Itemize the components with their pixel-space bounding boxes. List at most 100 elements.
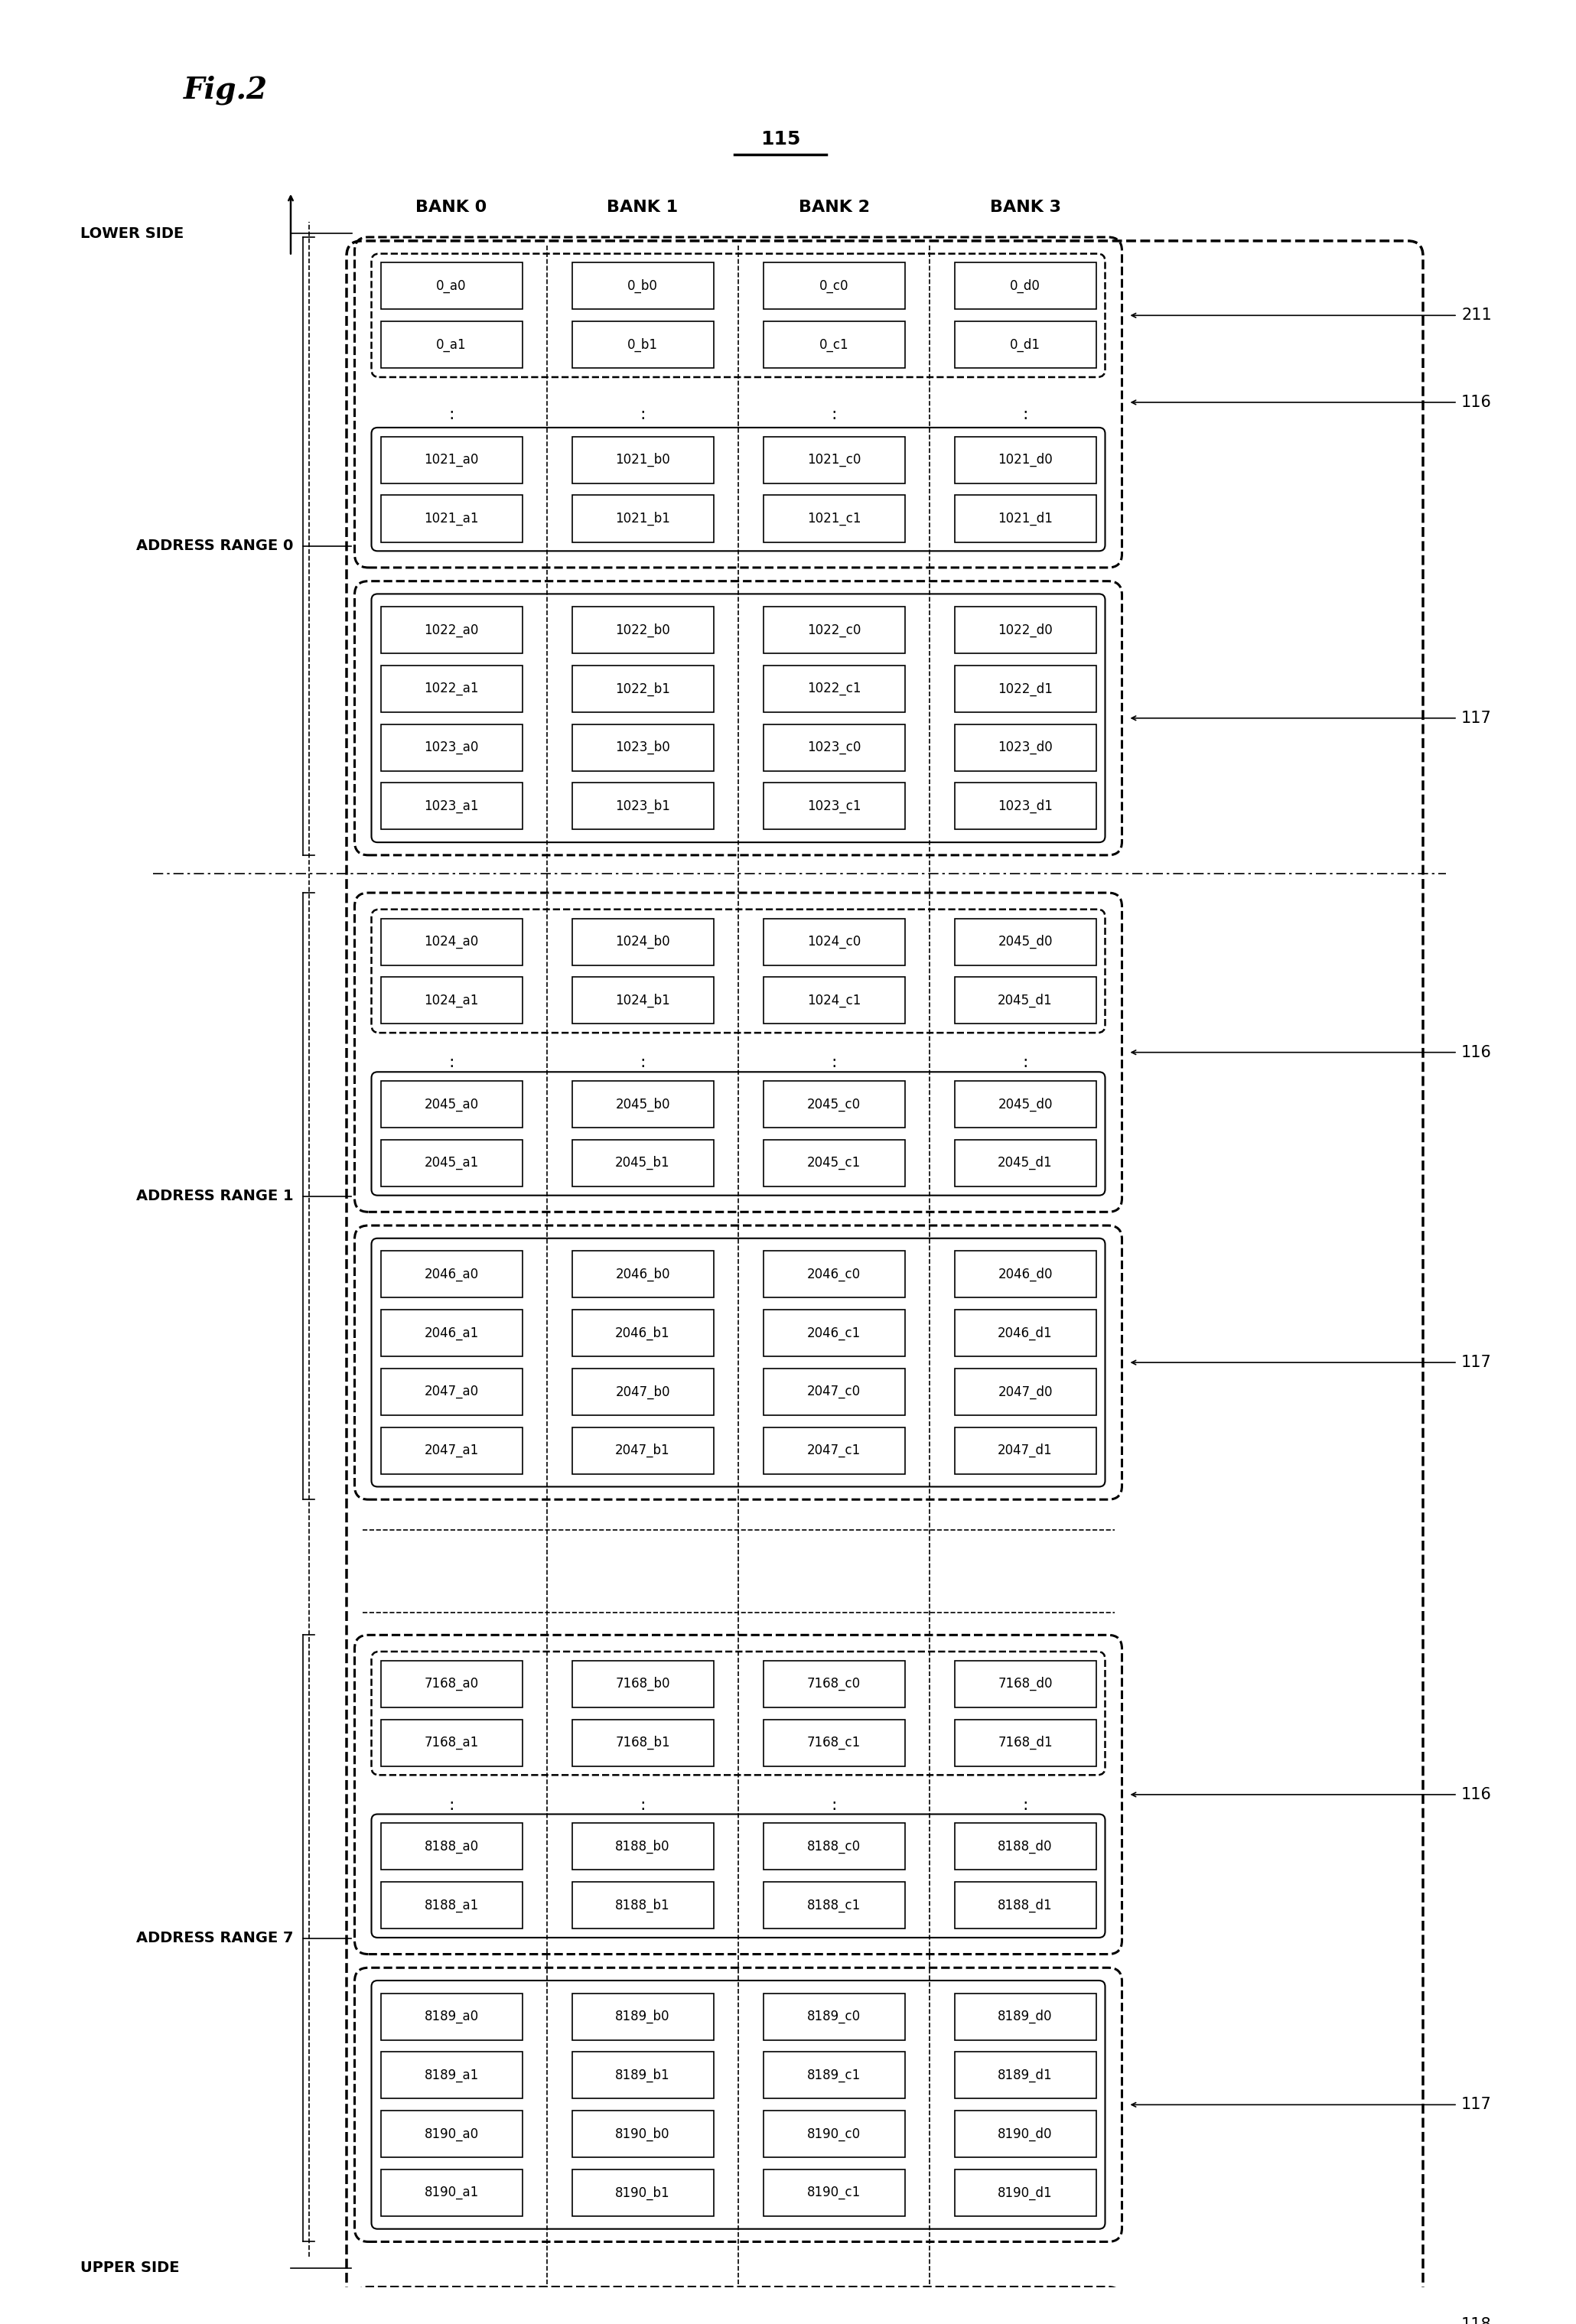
Text: 8190_c1: 8190_c1 [807,2187,860,2201]
Bar [381,783,522,830]
Bar [572,2052,714,2099]
Text: 7168_a1: 7168_a1 [424,1736,479,1750]
Bar [763,2052,905,2099]
Bar [763,1250,905,1297]
Text: 8190_b1: 8190_b1 [615,2187,670,2201]
Bar [955,495,1095,541]
Text: 0_c0: 0_c0 [820,279,848,293]
Text: 2045_d0: 2045_d0 [998,1097,1053,1111]
Bar [763,1994,905,2040]
Bar [955,1824,1095,1871]
Text: :: : [640,407,646,423]
Bar [763,1081,905,1127]
Bar [955,1311,1095,1357]
Text: UPPER SIDE: UPPER SIDE [80,2261,180,2275]
Text: 116: 116 [1461,1787,1492,1801]
Text: 7168_b0: 7168_b0 [615,1678,670,1692]
Text: 2045_d1: 2045_d1 [998,992,1053,1006]
Text: 2045_b0: 2045_b0 [615,1097,670,1111]
Text: 2046_b0: 2046_b0 [615,1267,670,1281]
Bar [763,1311,905,1357]
Text: 2046_c0: 2046_c0 [807,1267,860,1281]
Text: 8190_a0: 8190_a0 [424,2126,479,2140]
Text: 2045_d1: 2045_d1 [998,1155,1053,1169]
Bar [572,1311,714,1357]
Bar [763,321,905,367]
Bar [763,918,905,964]
Text: 2047_b0: 2047_b0 [615,1385,670,1399]
Text: 8189_a0: 8189_a0 [424,2010,479,2024]
Bar [381,1824,522,1871]
Bar [572,607,714,653]
Text: 2045_c1: 2045_c1 [807,1155,860,1169]
Bar [763,1824,905,1871]
Bar [558,2296,736,2324]
Bar [763,2171,905,2217]
Text: 1022_c0: 1022_c0 [807,623,860,637]
Bar [763,263,905,309]
Text: 1024_b0: 1024_b0 [615,934,670,948]
Text: 2046_a0: 2046_a0 [424,1267,479,1281]
Text: :: : [449,1796,454,1813]
Text: 2047_d0: 2047_d0 [998,1385,1053,1399]
Text: 1023_c0: 1023_c0 [807,741,860,755]
Text: 7168_d0: 7168_d0 [998,1678,1053,1692]
Text: 0_b1: 0_b1 [627,337,657,351]
Text: 1024_a0: 1024_a0 [424,934,479,948]
Bar [763,1882,905,1929]
Bar [572,1250,714,1297]
Text: :: : [831,407,837,423]
Text: 1024_a1: 1024_a1 [424,995,479,1006]
Text: 8190_b0: 8190_b0 [615,2126,670,2140]
Text: :: : [1023,1796,1028,1813]
Text: 1022_a1: 1022_a1 [424,681,479,695]
Text: 8188_b0: 8188_b0 [615,1841,670,1855]
Text: 117: 117 [1461,711,1491,725]
Bar [381,2052,522,2099]
Text: 2047_c0: 2047_c0 [807,1385,860,1399]
Bar [955,1250,1095,1297]
Text: 2045_a0: 2045_a0 [424,1097,479,1111]
Bar [572,918,714,964]
Bar [763,1662,905,1708]
Text: 2045_a1: 2045_a1 [424,1155,479,1169]
Text: 1023_a0: 1023_a0 [424,741,479,755]
Text: 2045_b1: 2045_b1 [615,1155,670,1169]
Text: LOWER SIDE: LOWER SIDE [80,225,184,242]
Text: 1023_b0: 1023_b0 [615,741,670,755]
Text: 8188_a1: 8188_a1 [424,1899,479,1913]
Bar [572,725,714,772]
Text: :: : [1023,1055,1028,1071]
Bar [763,2110,905,2157]
Bar [381,2110,522,2157]
Bar [763,783,905,830]
Bar [381,495,522,541]
Text: 1022_c1: 1022_c1 [807,681,860,695]
Text: :: : [1023,407,1028,423]
Bar [955,263,1095,309]
Bar [955,437,1095,483]
Bar [572,783,714,830]
Text: 7168_b1: 7168_b1 [615,1736,670,1750]
Bar [381,1994,522,2040]
Bar [763,976,905,1025]
Bar [572,1081,714,1127]
Text: 211: 211 [1461,307,1491,323]
Bar [572,437,714,483]
Text: ADDRESS RANGE 1: ADDRESS RANGE 1 [136,1190,293,1204]
Bar [381,1311,522,1357]
Text: 8189_b1: 8189_b1 [615,2068,670,2082]
Text: 2046_b1: 2046_b1 [615,1327,670,1341]
Bar [955,1369,1095,1415]
Text: 8190_d0: 8190_d0 [998,2126,1053,2140]
Bar [572,2171,714,2217]
Text: 1023_a1: 1023_a1 [424,799,479,813]
Bar [572,1994,714,2040]
Text: 8189_a1: 8189_a1 [424,2068,479,2082]
Text: 8188_b1: 8188_b1 [615,1899,670,1913]
Bar [955,1720,1095,1766]
Text: 1022_d1: 1022_d1 [998,681,1053,695]
Text: 0_a0: 0_a0 [437,279,466,293]
Bar [955,2110,1095,2157]
Bar [572,2110,714,2157]
